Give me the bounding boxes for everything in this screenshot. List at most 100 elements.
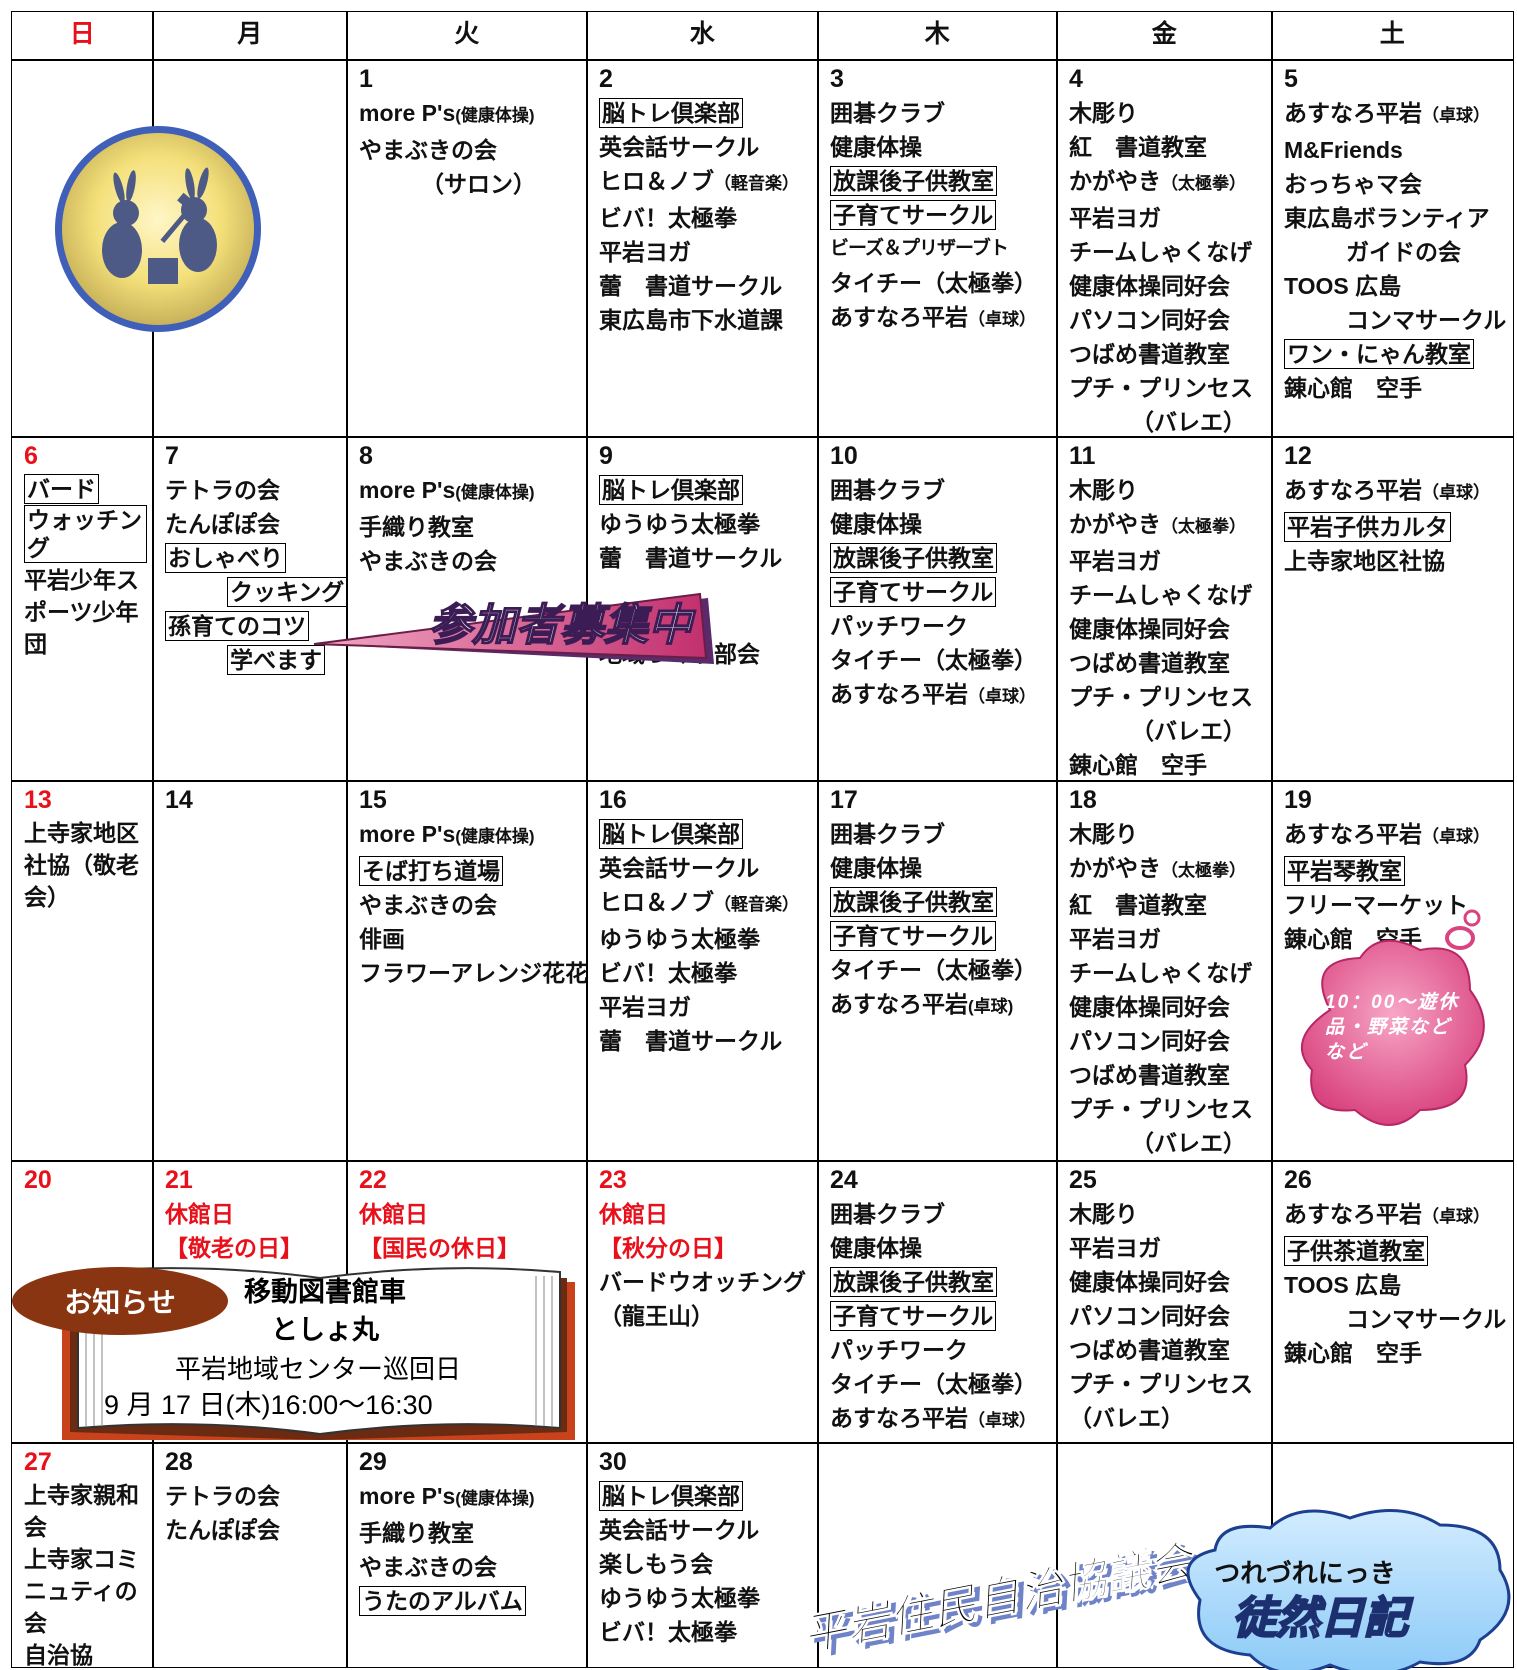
day-cell: 9 脳トレ倶楽部 ゆうゆう太極拳蕾 書道サークル 地域づくり部会	[586, 436, 819, 782]
date-number: 30	[599, 1448, 627, 1476]
event-box: 脳トレ倶楽部	[599, 475, 743, 505]
day-cell: 5 あすなろ平岩（卓球） M&Friends おっちゃマ会 東広島ボランティア ガイドの会…	[1271, 59, 1514, 438]
event-text: 【国民の休日】	[359, 1235, 520, 1261]
event-item: タイチー（太極拳）	[830, 647, 1037, 673]
day-cell: 14	[152, 780, 348, 1162]
event-text: （バレエ）	[1131, 718, 1246, 744]
event-text: ウォッチング	[27, 507, 142, 561]
event-item: 木彫り	[1069, 1201, 1138, 1227]
event-item: かがやき（太極拳）	[1069, 507, 1266, 544]
date-number: 10	[830, 442, 858, 470]
event-item: プチ・プリンセス	[1069, 375, 1253, 401]
event-item: M&Friends	[1284, 137, 1403, 163]
event-item: 放課後子供教室	[830, 1265, 1051, 1299]
date-number: 12	[1284, 442, 1312, 470]
event-item: 囲碁クラブ	[830, 1201, 945, 1227]
event-item: （バレエ）	[1069, 1126, 1266, 1160]
event-item: 木彫り	[1069, 100, 1138, 126]
event-item: 英会話サークル	[599, 1517, 760, 1543]
event-box: 平岩琴教室	[1284, 856, 1405, 886]
event-item: 【敬老の日】	[165, 1231, 341, 1265]
event-item: やまぶきの会	[359, 1554, 497, 1580]
event-item: 平岩ヨガ	[1069, 926, 1161, 952]
event-text: 子育てサークル	[833, 923, 994, 949]
day-cell: 18 木彫り かがやき（太極拳） 紅 書道教室 平岩ヨガ チームしゃくなげ 健康体操同好会パ…	[1056, 780, 1273, 1162]
event-text: 平岩琴教室	[1287, 858, 1402, 884]
event-item: 健康体操	[830, 1235, 922, 1261]
event-note: （卓球）	[1422, 106, 1490, 125]
event-text: 子供茶道教室	[1287, 1238, 1425, 1264]
day-cell: 2 脳トレ倶楽部 英会話サークル ヒロ＆ノブ（軽音楽） ビバ！太極拳 平岩ヨガ蕾 書道サー…	[586, 59, 819, 438]
event-item: プチ・プリンセス	[1069, 1371, 1253, 1397]
day-cell: 29 more P's(健康体操) 手織り教室 やまぶきの会 うたのアルバム	[346, 1442, 588, 1668]
event-item: あすなろ平岩（卓球）	[1284, 1197, 1507, 1234]
day-cell: 8 more P's(健康体操) 手織り教室 やまぶきの会	[346, 436, 588, 782]
event-item: つばめ書道教室	[1069, 1337, 1230, 1363]
event-item: おしゃべり	[165, 541, 341, 575]
event-box: 放課後子供教室	[830, 1267, 997, 1297]
event-item: うたのアルバム	[359, 1584, 581, 1618]
event-note: （卓球）	[1422, 483, 1490, 502]
event-text: 子育てサークル	[833, 579, 994, 605]
event-text: 放課後子供教室	[833, 1269, 994, 1295]
event-item: ビバ！太極拳	[599, 960, 737, 986]
event-text: コンマサークル	[1346, 1306, 1507, 1332]
day-cell: 23 休館日 【秋分の日】 バードウオッチング （龍王山）	[586, 1160, 819, 1444]
event-item: そば打ち道場	[359, 854, 581, 888]
event-item: 子供茶道教室	[1284, 1234, 1507, 1268]
day-cell: 24 囲碁クラブ 健康体操 放課後子供教室 子育てサークル パッチワーク タイチー（太極拳）…	[817, 1160, 1058, 1444]
event-text: ヒロ＆ノブ	[599, 889, 714, 915]
event-item: パソコン同好会	[1069, 1028, 1230, 1054]
event-item: あすなろ平岩（卓球）	[830, 677, 1051, 714]
event-text: 脳トレ倶楽部	[602, 1483, 740, 1509]
event-item: タイチー（太極拳）	[830, 270, 1037, 296]
event-text: クッキング	[230, 579, 345, 605]
event-box: 子供茶道教室	[1284, 1236, 1428, 1266]
event-item: ガイドの会	[1284, 235, 1507, 269]
event-item: たんぽぽ会	[165, 1517, 280, 1543]
event-item: あすなろ平岩（卓球）	[1284, 473, 1507, 510]
event-text: おしゃべり	[168, 545, 283, 571]
event-note: （軽音楽）	[714, 174, 799, 193]
event-item: やまぶきの会	[359, 137, 497, 163]
day-cell: 19 あすなろ平岩（卓球） 平岩琴教室 フリーマーケット 錬心館 空手	[1271, 780, 1514, 1162]
event-item: ヒロ＆ノブ（軽音楽）	[599, 164, 812, 201]
day-cell: 17 囲碁クラブ 健康体操 放課後子供教室 子育てサークル タイチー（太極拳） あすなろ平岩…	[817, 780, 1058, 1162]
event-item: 上寺家コミニュティの会	[24, 1546, 139, 1636]
event-box: 子育てサークル	[830, 200, 997, 230]
day-cell: 6 バード ウォッチング 平岩少年スポーツ少年団	[11, 436, 154, 782]
event-item: 自治協	[24, 1642, 93, 1668]
event-item: 休館日	[359, 1197, 581, 1231]
date-number: 8	[359, 442, 373, 470]
day-cell: 4 木彫り紅 書道教室 かがやき（太極拳） 平岩ヨガ チームしゃくなげ 健康体操同好会 パソ…	[1056, 59, 1273, 438]
event-item: 平岩ヨガ	[1069, 1235, 1161, 1261]
event-item: （龍王山）	[599, 1303, 714, 1329]
event-text: more P's	[359, 100, 456, 126]
date-number: 28	[165, 1448, 193, 1476]
event-note: （太極拳）	[1161, 861, 1246, 880]
event-box: おしゃべり	[165, 543, 286, 573]
event-box: 孫育てのコツ	[165, 611, 309, 641]
day-cell: 21 休館日 【敬老の日】	[152, 1160, 348, 1444]
event-text: あすなろ平岩	[830, 681, 968, 707]
event-text: 休館日	[165, 1201, 234, 1227]
event-text: more P's	[359, 821, 456, 847]
event-item: （サロン）	[359, 167, 581, 201]
event-item: 蕾 書道サークル	[599, 273, 783, 299]
event-text: うたのアルバム	[362, 1588, 523, 1614]
event-text: あすなろ平岩	[1284, 477, 1422, 503]
event-item: プチ・プリンセス	[1069, 684, 1253, 710]
weekday-header: 木	[817, 11, 1058, 61]
date-number: 13	[24, 786, 52, 814]
event-item: クッキング	[165, 575, 347, 609]
event-item: 上寺家親和会	[24, 1482, 139, 1540]
day-cell: 7 テトラの会 たんぽぽ会 おしゃべり クッキング 孫育てのコツ 学べます	[152, 436, 348, 782]
event-item: ゆうゆう太極拳	[599, 1585, 760, 1611]
date-number: 15	[359, 786, 387, 814]
day-cell: 30 脳トレ倶楽部 英会話サークル 楽しもう会 ゆうゆう太極拳 ビバ！太極拳	[586, 1442, 819, 1668]
event-item: 健康体操	[830, 511, 922, 537]
event-text: 放課後子供教室	[833, 545, 994, 571]
date-number: 24	[830, 1166, 858, 1194]
event-item: ワン・にゃん教室	[1284, 337, 1507, 371]
event-text: あすなろ平岩	[830, 304, 968, 330]
